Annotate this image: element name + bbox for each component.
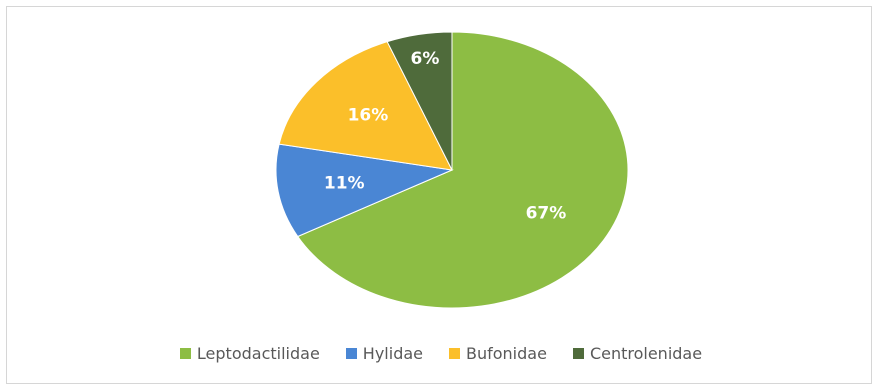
legend-swatch-leptodactilidae (179, 348, 191, 359)
pie-data-labels: 67% 11% 16% 6% (324, 49, 566, 224)
legend: Leptodactilidae Hylidae Bufonidae Centro… (0, 344, 882, 363)
pie-slice-centrolenidae (386, 31, 453, 171)
legend-label-bufonidae: Bufonidae (466, 344, 547, 363)
pie-slice-bufonidae (278, 41, 453, 171)
data-label-leptodactilidae: 67% (526, 204, 567, 224)
legend-label-hylidae: Hylidae (362, 344, 423, 363)
legend-item-bufonidae: Bufonidae (449, 344, 547, 363)
legend-swatch-bufonidae (449, 348, 460, 359)
legend-swatch-centrolenidae (572, 348, 584, 359)
data-label-centrolenidae: 6% (411, 49, 440, 69)
pie-slices (275, 31, 629, 309)
legend-label-centrolenidae: Centrolenidae (589, 344, 703, 363)
legend-item-centrolenidae: Centrolenidae (572, 344, 703, 363)
legend-item-hylidae: Hylidae (345, 344, 423, 363)
data-label-hylidae: 11% (324, 173, 365, 193)
pie-slice-hylidae (275, 143, 454, 238)
legend-swatch-hylidae (345, 348, 357, 359)
legend-label-leptodactilidae: Leptodactilidae (196, 344, 320, 363)
pie-slice-leptodactilidae (297, 31, 629, 309)
data-label-bufonidae: 16% (348, 105, 389, 125)
legend-item-leptodactilidae: Leptodactilidae (179, 344, 320, 363)
